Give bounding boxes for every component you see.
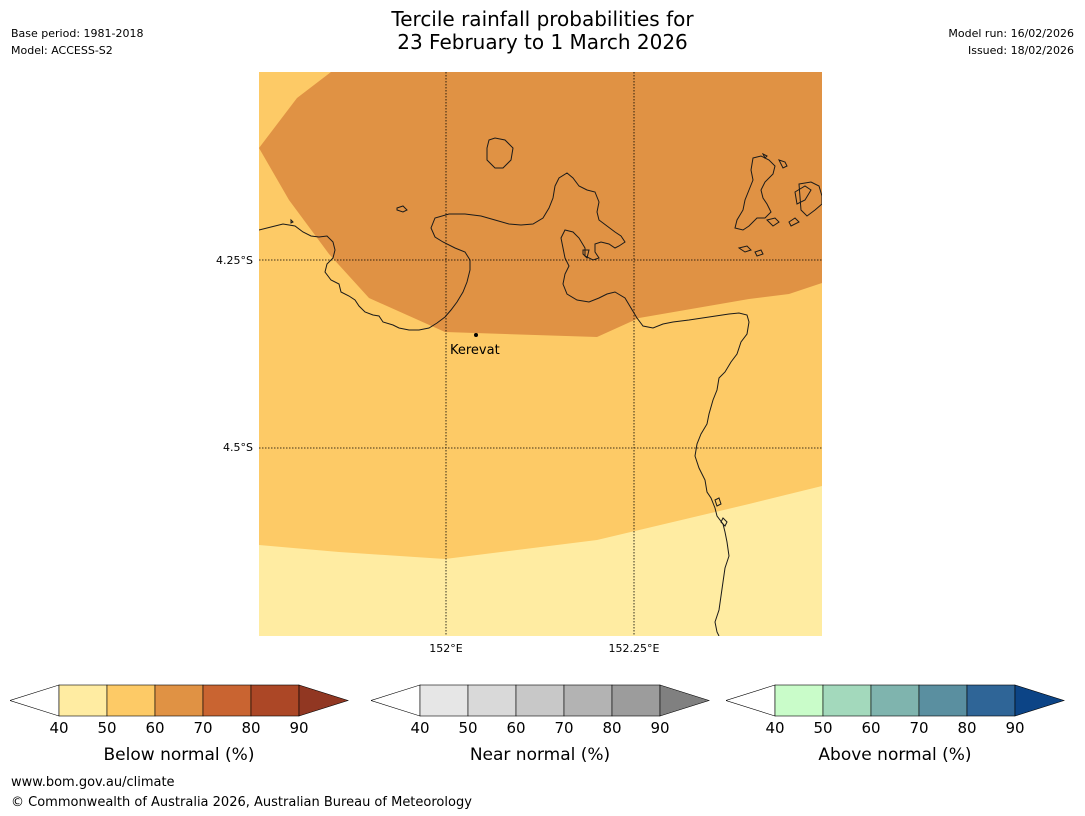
band-60-70 [259,72,822,337]
colorbar-segment-60-70 [154,684,204,717]
colorbar-below-normal [10,684,349,717]
colorbar-segment-80-90 [966,684,1016,717]
colorbar-tick: 50 [813,719,833,737]
colorbar-tick: 60 [506,719,526,737]
colorbar-tick: 60 [861,719,881,737]
place-label-kerevat: Kerevat [450,343,500,358]
colorbar-segment-under [726,684,776,717]
probability-map [259,72,822,636]
colorbar-tick: 40 [49,719,69,737]
colorbar-tick: 50 [97,719,117,737]
colorbar-segment-50-60 [106,684,156,717]
colorbar-segment-over [659,684,710,717]
colorbar-tick: 70 [909,719,929,737]
colorbar-segment-80-90 [250,684,300,717]
colorbar-segment-under [371,684,421,717]
colorbar-segment-70-80 [202,684,252,717]
base-period-text: Base period: 1981-2018 [11,27,144,40]
lat-label-4-5: 4.5°S [223,441,253,454]
colorbar-tick: 80 [241,719,261,737]
colorbar-segment-60-70 [515,684,565,717]
colorbar-tick: 40 [410,719,430,737]
colorbar-tick: 90 [1005,719,1025,737]
colorbar-above-normal [726,684,1065,717]
colorbar-segment-40-50 [419,684,469,717]
lon-label-152-25: 152.25°E [608,642,660,655]
colorbar-tick: 90 [289,719,309,737]
colorbar-tick: 90 [650,719,670,737]
colorbar-tick: 50 [458,719,478,737]
lat-label-4-25: 4.25°S [216,254,253,267]
model-text: Model: ACCESS-S2 [11,44,113,57]
colorbar-tick: 80 [602,719,622,737]
colorbar-segment-80-90 [611,684,661,717]
kerevat-marker [474,333,478,337]
colorbar-segment-70-80 [918,684,968,717]
colorbar-segment-under [10,684,60,717]
colorbar-segment-40-50 [774,684,824,717]
colorbar-label-near-normal: Near normal (%) [469,745,611,765]
title-line-1: Tercile rainfall probabilities for [391,7,694,31]
issued-text: Issued: 18/02/2026 [967,44,1074,57]
colorbar-tick: 60 [145,719,165,737]
colorbar-tick: 40 [765,719,785,737]
meta-left: Base period: 1981-2018 Model: ACCESS-S2 [11,25,143,59]
colorbar-segment-70-80 [563,684,613,717]
footer-website: www.bom.gov.au/climate [11,775,175,790]
title-line-2: 23 February to 1 March 2026 [397,30,688,54]
colorbar-label-below-normal: Below normal (%) [103,745,255,765]
model-run-text: Model run: 16/02/2026 [948,27,1074,40]
colorbar-tick: 70 [193,719,213,737]
lon-label-152: 152°E [429,642,463,655]
colorbar-segment-40-50 [58,684,108,717]
colorbar-near-normal [371,684,710,717]
colorbar-label-above-normal: Above normal (%) [818,745,972,765]
meta-right: Model run: 16/02/2026 Issued: 18/02/2026 [948,25,1074,59]
colorbar-tick: 70 [554,719,574,737]
footer-copyright: © Commonwealth of Australia 2026, Austra… [11,795,472,810]
colorbar-segment-50-60 [822,684,872,717]
graticule [259,72,822,636]
colorbar-segment-over [1014,684,1065,717]
map-title: Tercile rainfall probabilities for 23 Fe… [0,8,1085,54]
colorbar-segment-50-60 [467,684,517,717]
colorbar-segment-60-70 [870,684,920,717]
colorbar-tick: 80 [957,719,977,737]
colorbar-segment-over [298,684,349,717]
coastline [259,137,822,636]
